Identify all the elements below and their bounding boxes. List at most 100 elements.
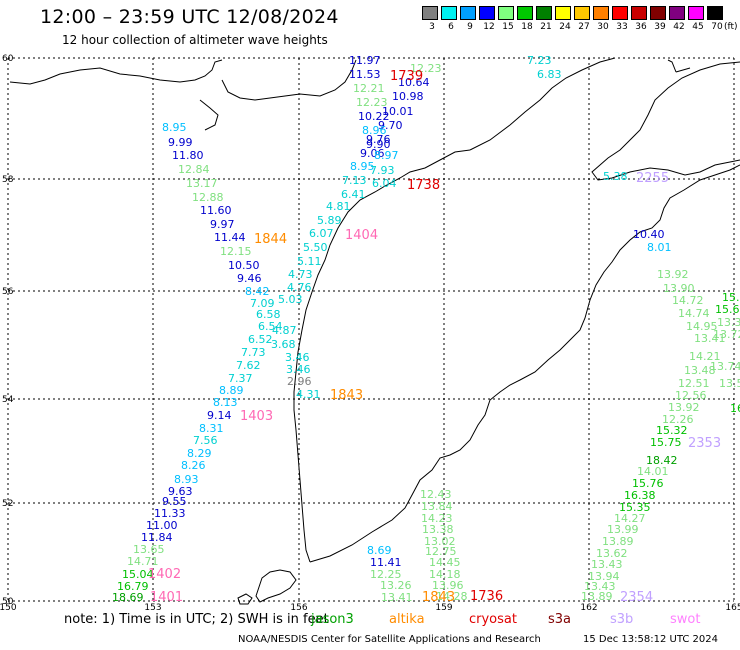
scale-label: 45 (692, 22, 704, 32)
scale-swatch (460, 6, 476, 20)
wave-height-label: 8.01 (647, 241, 672, 254)
longitude-label: 165 (725, 603, 740, 613)
wave-height-label: 14.71 (127, 555, 159, 568)
pass-time-label: 1402 (148, 567, 181, 582)
wave-height-label: 6.07 (309, 227, 334, 240)
longitude-label: 159 (435, 603, 452, 613)
satellite-legend-jason3: jason3 (311, 612, 354, 627)
wave-height-label: 13.38 (422, 523, 454, 536)
wave-height-label: 12.23 (356, 96, 388, 109)
scale-swatch (612, 6, 628, 20)
satellite-legend-swot: swot (670, 612, 701, 627)
wave-height-label: 6.54 (258, 320, 283, 333)
footer-credit: NOAA/NESDIS Center for Satellite Applica… (238, 634, 541, 645)
scale-label: 21 (540, 22, 552, 32)
wave-height-label: 16 (730, 402, 740, 415)
pass-time-label: 1739 (390, 69, 423, 84)
latitude-label: 54 (2, 395, 14, 405)
wave-height-label: 8.96 (362, 124, 387, 137)
wave-height-label: 3.68 (271, 338, 296, 351)
satellite-legend-altika: altika (389, 612, 425, 627)
scale-swatch (422, 6, 438, 20)
scale-swatch (555, 6, 571, 20)
wave-height-label: 4.76 (287, 281, 312, 294)
wave-height-label: 12.21 (353, 82, 385, 95)
wave-height-label: 13.37 (717, 316, 740, 329)
wave-height-label: 8.26 (181, 459, 206, 472)
pass-time-label: 2354 (620, 590, 653, 605)
wave-height-label: 13.72 (713, 328, 740, 341)
longitude-label: 162 (580, 603, 597, 613)
wave-height-label: 10.40 (633, 228, 665, 241)
wave-height-label: 4.81 (326, 200, 351, 213)
wave-height-label: 16.79 (117, 580, 149, 593)
wave-height-label: 12.84 (178, 163, 210, 176)
pass-time-labels: 1739 1738 1736 1844 1843 1843 1404 1403 1402 1401… (148, 69, 721, 605)
wave-height-label: 12.56 (675, 389, 707, 402)
scale-unit: (ft) (724, 22, 738, 32)
wave-height-label: 8.31 (199, 422, 224, 435)
wave-height-label: 13.94 (588, 570, 620, 583)
wave-height-label: 13.41 (381, 591, 413, 604)
wave-height-label: 13.43 (591, 558, 623, 571)
wave-height-label: 7.23 (527, 54, 552, 67)
pass-time-label: 1401 (150, 590, 183, 605)
wave-height-label: 5.50 (303, 241, 328, 254)
wave-height-label: 9.97 (210, 218, 235, 231)
scale-label: 27 (578, 22, 590, 32)
scale-swatch (517, 6, 533, 20)
wave-height-label: 9.55 (162, 495, 187, 508)
footer-note: note: 1) Time is in UTC; 2) SWH is in fe… (64, 612, 329, 627)
wave-height-label: 6.04 (372, 177, 397, 190)
wave-height-label: 9.99 (168, 136, 193, 149)
wave-height-label: 8.42 (245, 285, 270, 298)
wave-height-label: 16.38 (624, 489, 656, 502)
wave-height-label: 14.74 (678, 307, 710, 320)
nw-coast (9, 59, 357, 101)
scale-label: 9 (467, 22, 473, 32)
wave-height-label: 13.84 (421, 500, 453, 513)
map-title: 12:00 – 23:59 UTC 12/08/2024 (40, 6, 339, 28)
pass-time-label: 1404 (345, 228, 378, 243)
wave-height-label: 14.21 (689, 350, 721, 363)
wave-height-label: 13.17 (186, 177, 218, 190)
scale-label: 3 (429, 22, 435, 32)
pass-time-label: 1403 (240, 409, 273, 424)
wave-height-label: 14.01 (637, 465, 669, 478)
wave-height-label: 9.63 (168, 485, 193, 498)
wave-height-label: 12.23 (410, 62, 442, 75)
wave-height-label: 3.46 (285, 351, 310, 364)
wave-height-label: 13.92 (657, 268, 689, 281)
wave-height-label: 11.84 (141, 531, 173, 544)
wave-height-label: 13.92 (668, 401, 700, 414)
latitude-label: 60 (2, 54, 14, 64)
longitude-label: 153 (144, 603, 161, 613)
scale-swatch (593, 6, 609, 20)
wave-height-label: 6.41 (341, 188, 366, 201)
coastlines (9, 57, 740, 605)
wave-height-label: 9.06 (360, 147, 385, 160)
wave-height-label: 12.15 (220, 245, 252, 258)
wave-height-label: 9.90 (366, 138, 391, 151)
wave-height-label: 14.18 (429, 568, 461, 581)
wave-height-label: 13.02 (424, 535, 456, 548)
wave-height-label: 8.69 (367, 544, 392, 557)
latitude-label: 56 (2, 287, 14, 297)
latitude-label: 58 (2, 175, 14, 185)
wave-height-label: 11.00 (146, 519, 178, 532)
wave-height-label: 13.41 (694, 332, 726, 345)
scale-swatch (688, 6, 704, 20)
wave-height-label: 12.75 (425, 545, 457, 558)
north-coast (469, 57, 616, 151)
scale-label: 30 (597, 22, 609, 32)
kuril-island-2 (237, 593, 253, 605)
wave-height-label: 7.93 (370, 164, 395, 177)
scale-label: 70 (711, 22, 723, 32)
wave-height-label: 10.01 (382, 105, 414, 118)
latitude-label: 50 (2, 597, 14, 607)
ne-inlet (667, 59, 691, 73)
scale-label: 6 (448, 22, 454, 32)
wave-height-label: 12.26 (662, 413, 694, 426)
satellite-legend-s3b: s3b (610, 612, 634, 627)
wave-height-label: 15.04 (122, 568, 154, 581)
